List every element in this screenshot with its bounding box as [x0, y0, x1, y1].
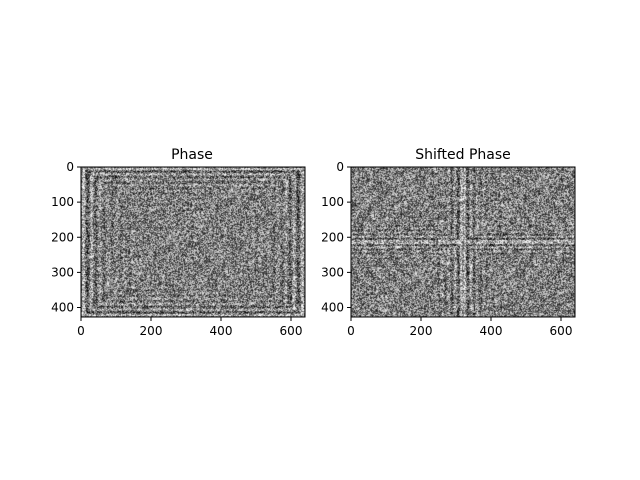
phase-xtick-label: 600 [280, 324, 303, 338]
phase-ytick-label: 0 [66, 160, 74, 174]
shifted-phase-ytick-label: 300 [321, 265, 344, 279]
phase-ytick-label: 100 [51, 195, 74, 209]
shifted-phase-image [351, 167, 575, 317]
shifted-phase-title: Shifted Phase [415, 147, 511, 163]
shifted-phase-xtick-label: 200 [410, 324, 433, 338]
shifted-phase-ytick-label: 400 [321, 301, 344, 315]
shifted-phase-xtick-label: 0 [347, 324, 355, 338]
phase-ytick-label: 400 [51, 301, 74, 315]
phase-ytick-label: 200 [51, 230, 74, 244]
phase-ticks: 0 200 400 600 0 100 200 300 400 [51, 160, 302, 338]
phase-xtick-label: 400 [210, 324, 233, 338]
phase-image [81, 167, 305, 317]
phase-xtick-label: 200 [140, 324, 163, 338]
shifted-phase-ticks: 0 200 400 600 0 100 200 300 400 [321, 160, 572, 338]
shifted-phase-ytick-label: 100 [321, 195, 344, 209]
shifted-phase-xtick-label: 400 [480, 324, 503, 338]
shifted-phase-ytick-label: 0 [336, 160, 344, 174]
phase-title: Phase [171, 147, 213, 163]
shifted-phase-axes-frame [350, 166, 576, 318]
phase-ytick-label: 300 [51, 265, 74, 279]
phase-axes-frame [80, 166, 306, 318]
shifted-phase-xtick-label: 600 [550, 324, 573, 338]
shifted-phase-ytick-label: 200 [321, 230, 344, 244]
phase-panel: Phase 0 200 400 600 0 100 200 300 400 [51, 147, 306, 338]
phase-xtick-label: 0 [77, 324, 85, 338]
shifted-phase-panel: Shifted Phase 0 200 400 600 0 100 200 300 400 [321, 147, 576, 338]
